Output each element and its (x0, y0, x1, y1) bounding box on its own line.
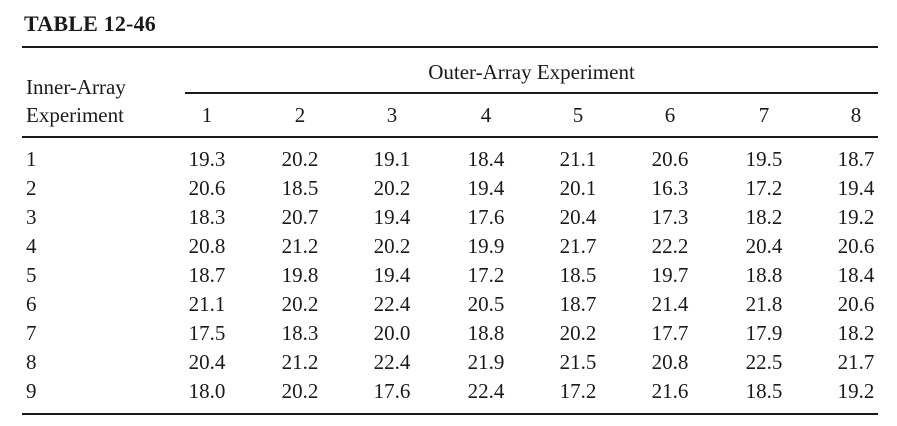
table-cell: 19.4 (837, 176, 875, 200)
row-label: 4 (26, 234, 37, 258)
top-rule (22, 46, 878, 48)
table-cell: 20.2 (373, 176, 411, 200)
table-cell: 21.6 (651, 379, 689, 403)
row-label: 3 (26, 205, 37, 229)
table-cell: 20.6 (188, 176, 226, 200)
table-cell: 18.4 (837, 263, 875, 287)
column-header: 6 (664, 103, 676, 127)
table-cell: 21.7 (559, 234, 597, 258)
table-cell: 20.2 (281, 147, 319, 171)
stub-header-line-1: Inner-Array (26, 75, 126, 99)
table-cell: 16.3 (651, 176, 689, 200)
table-cell: 18.5 (559, 263, 597, 287)
table-cell: 21.8 (745, 292, 783, 316)
table-cell: 18.3 (281, 321, 319, 345)
table-cell: 17.7 (651, 321, 689, 345)
table-cell: 17.3 (651, 205, 689, 229)
table-cell: 19.2 (837, 379, 875, 403)
table-cell: 18.7 (559, 292, 597, 316)
table-title: TABLE 12-46 (24, 11, 156, 36)
table-cell: 22.4 (373, 292, 411, 316)
row-label: 7 (26, 321, 37, 345)
row-label: 8 (26, 350, 37, 374)
table-cell: 17.9 (745, 321, 783, 345)
table-cell: 17.6 (467, 205, 505, 229)
table-cell: 17.2 (745, 176, 783, 200)
table-cell: 20.6 (837, 234, 875, 258)
table-cell: 18.0 (188, 379, 226, 403)
table-cell: 18.2 (745, 205, 783, 229)
table-cell: 21.9 (467, 350, 505, 374)
table-cell: 18.2 (837, 321, 875, 345)
table-cell: 19.4 (373, 205, 411, 229)
table-cell: 19.5 (745, 147, 783, 171)
table-cell: 18.5 (745, 379, 783, 403)
table-cell: 19.4 (373, 263, 411, 287)
table-cell: 17.2 (467, 263, 505, 287)
table-cell: 20.0 (373, 321, 411, 345)
spanner-rule (185, 92, 878, 94)
table-cell: 18.4 (467, 147, 505, 171)
table-cell: 21.7 (837, 350, 875, 374)
table-cell: 20.2 (559, 321, 597, 345)
table-cell: 20.7 (281, 205, 319, 229)
table-cell: 17.2 (559, 379, 597, 403)
table-cell: 19.8 (281, 263, 319, 287)
table-cell: 19.7 (651, 263, 689, 287)
table-cell: 21.5 (559, 350, 597, 374)
column-header: 7 (758, 103, 770, 127)
table-cell: 18.8 (745, 263, 783, 287)
row-label: 6 (26, 292, 37, 316)
row-label: 1 (26, 147, 37, 171)
table-cell: 21.4 (651, 292, 689, 316)
row-label: 2 (26, 176, 37, 200)
spanner-header: Outer-Array Experiment (428, 60, 635, 84)
table-cell: 18.3 (188, 205, 226, 229)
table-cell: 20.2 (281, 379, 319, 403)
table-cell: 20.4 (559, 205, 597, 229)
table-cell: 20.1 (559, 176, 597, 200)
bottom-rule (22, 413, 878, 415)
column-header: 4 (480, 103, 492, 127)
table-cell: 18.5 (281, 176, 319, 200)
table-cell: 20.6 (837, 292, 875, 316)
stub-header: Inner-Array Experiment (26, 73, 126, 129)
table-cell: 20.2 (373, 234, 411, 258)
column-header: 3 (386, 103, 398, 127)
table-cell: 19.4 (467, 176, 505, 200)
row-label: 9 (26, 379, 37, 403)
table-cell: 20.8 (188, 234, 226, 258)
table-cell: 20.8 (651, 350, 689, 374)
row-label: 5 (26, 263, 37, 287)
column-header: 2 (294, 103, 306, 127)
table-cell: 22.2 (651, 234, 689, 258)
table-cell: 20.6 (651, 147, 689, 171)
table-cell: 17.5 (188, 321, 226, 345)
table-cell: 18.7 (837, 147, 875, 171)
table-cell: 21.2 (281, 234, 319, 258)
column-header: 1 (201, 103, 213, 127)
table-cell: 19.3 (188, 147, 226, 171)
stub-header-line-2: Experiment (26, 103, 124, 127)
column-header: 8 (850, 103, 862, 127)
table-cell: 20.4 (188, 350, 226, 374)
table-cell: 21.1 (559, 147, 597, 171)
header-rule (22, 136, 878, 138)
table-cell: 22.5 (745, 350, 783, 374)
table-cell: 20.2 (281, 292, 319, 316)
table-cell: 19.9 (467, 234, 505, 258)
table-cell: 21.1 (188, 292, 226, 316)
table-cell: 19.2 (837, 205, 875, 229)
table-cell: 20.4 (745, 234, 783, 258)
table-cell: 19.1 (373, 147, 411, 171)
table-cell: 21.2 (281, 350, 319, 374)
table-cell: 20.5 (467, 292, 505, 316)
table-cell: 18.8 (467, 321, 505, 345)
table-cell: 22.4 (467, 379, 505, 403)
table-cell: 22.4 (373, 350, 411, 374)
table-cell: 18.7 (188, 263, 226, 287)
column-header: 5 (572, 103, 584, 127)
table-cell: 17.6 (373, 379, 411, 403)
